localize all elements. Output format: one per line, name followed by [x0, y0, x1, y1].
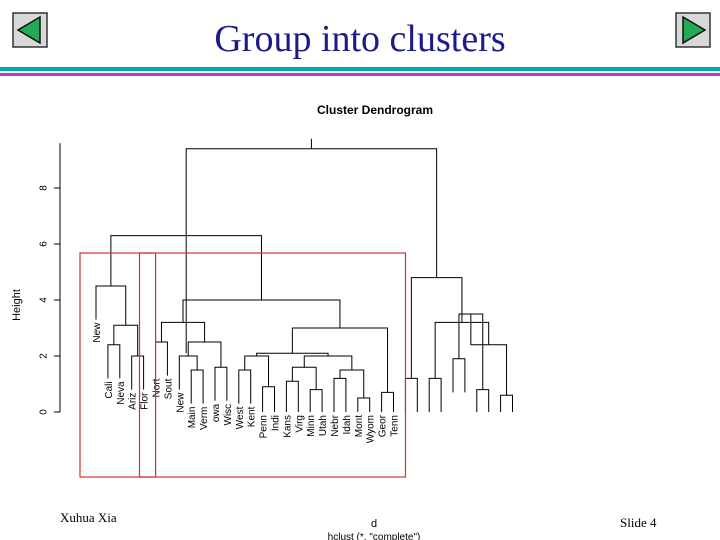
dendrogram-branch	[303, 355, 353, 370]
dendrogram-branch	[500, 394, 513, 412]
leaf-label: Nebr	[330, 414, 341, 436]
leaf-label: Indi	[271, 415, 282, 431]
leaf-label: Wisc	[223, 404, 234, 426]
leaf-label: Cali	[104, 381, 115, 398]
footer-slide-number: Slide 4	[620, 515, 657, 530]
leaf-label: Mont	[354, 415, 365, 437]
leaf-label: Minn	[306, 415, 317, 437]
title-rule-cyan	[0, 67, 720, 71]
dendrogram-branch	[187, 341, 222, 368]
dendrogram-branch	[262, 386, 275, 412]
y-axis-label: Height	[11, 289, 23, 321]
y-tick-label: 0	[39, 409, 50, 415]
dendrogram-branch	[339, 369, 365, 398]
leaf-label: Verm	[199, 407, 210, 430]
leaf-label: Kans	[282, 415, 293, 438]
leaf-label: Sout	[163, 378, 174, 399]
leaf-label: Neva	[116, 381, 127, 405]
dendrogram-branch	[452, 358, 466, 393]
dendrogram-branch	[95, 285, 127, 326]
chart-title: Cluster Dendrogram	[317, 103, 433, 117]
dendrogram-branch	[357, 397, 371, 412]
title-rule-magenta	[0, 73, 720, 76]
leaf-label: Main	[187, 407, 198, 429]
dendrogram-branch	[428, 377, 442, 412]
leaf-label: Kent	[247, 406, 258, 427]
dendrogram-branch	[244, 355, 270, 387]
left-triangle-icon	[12, 12, 48, 48]
dendrogram-branch	[107, 344, 121, 379]
dendrogram-branch	[410, 277, 463, 379]
leaf-label: Utah	[318, 415, 329, 436]
dendrogram-tree	[96, 139, 513, 412]
dendrogram-branch	[381, 391, 394, 412]
footer-author: Xuhua Xia	[60, 510, 117, 525]
leaf-label: Penn	[259, 415, 270, 438]
leaf-label: Geor	[378, 414, 389, 437]
cluster-boxes	[79, 252, 407, 478]
leaf-label: owa	[211, 403, 222, 422]
y-tick-label: 8	[39, 185, 50, 191]
dendrogram-branch	[291, 366, 317, 390]
leaf-label: Ariz	[128, 393, 139, 410]
leaf-label: New	[175, 392, 186, 413]
cluster-box	[138, 252, 407, 478]
x-axis-sub-label: hclust (*, "complete")	[328, 532, 421, 540]
dendrogram-branch	[155, 341, 168, 376]
dendrogram-branch	[185, 148, 438, 278]
y-tick-label: 4	[39, 297, 50, 303]
dendrogram-branch	[285, 380, 299, 412]
leaf-label: Virg	[294, 415, 305, 433]
leaf-label: New	[92, 322, 103, 343]
dendrogram-branch	[190, 369, 204, 404]
dendrogram-branch	[214, 366, 228, 401]
dendrogram-branch	[291, 327, 389, 393]
leaf-label: Tenn	[390, 415, 401, 437]
leaf-label: Flor	[140, 392, 151, 410]
dendrogram-branch	[404, 377, 418, 412]
leaf-label: West	[235, 406, 246, 429]
leaf-label: Nort	[152, 378, 163, 397]
leaf-label: Wyom	[366, 415, 377, 443]
x-axis-label: d	[371, 518, 377, 530]
leaf-label: Idah	[342, 415, 353, 434]
right-triangle-icon	[675, 12, 711, 48]
dendrogram-branch	[113, 324, 139, 356]
dendrogram-branch	[476, 389, 490, 412]
dendrogram-branch	[238, 369, 252, 404]
slide-title: Group into clusters	[214, 18, 506, 60]
dendrogram-branch	[160, 321, 206, 342]
dendrogram-branch	[309, 389, 323, 412]
dendrogram-branch	[434, 321, 490, 379]
cluster-box	[79, 252, 157, 478]
dendrogram-branch	[333, 377, 347, 412]
y-tick-label: 6	[39, 241, 50, 247]
next-slide-button[interactable]	[675, 12, 711, 48]
prev-slide-button[interactable]	[12, 12, 48, 48]
dendrogram-branch	[178, 355, 198, 390]
dendrogram-branch	[131, 355, 145, 390]
y-tick-label: 2	[39, 353, 50, 359]
dendrogram-branch	[182, 299, 341, 328]
y-axis: 0 2 4 6 8	[39, 143, 61, 415]
